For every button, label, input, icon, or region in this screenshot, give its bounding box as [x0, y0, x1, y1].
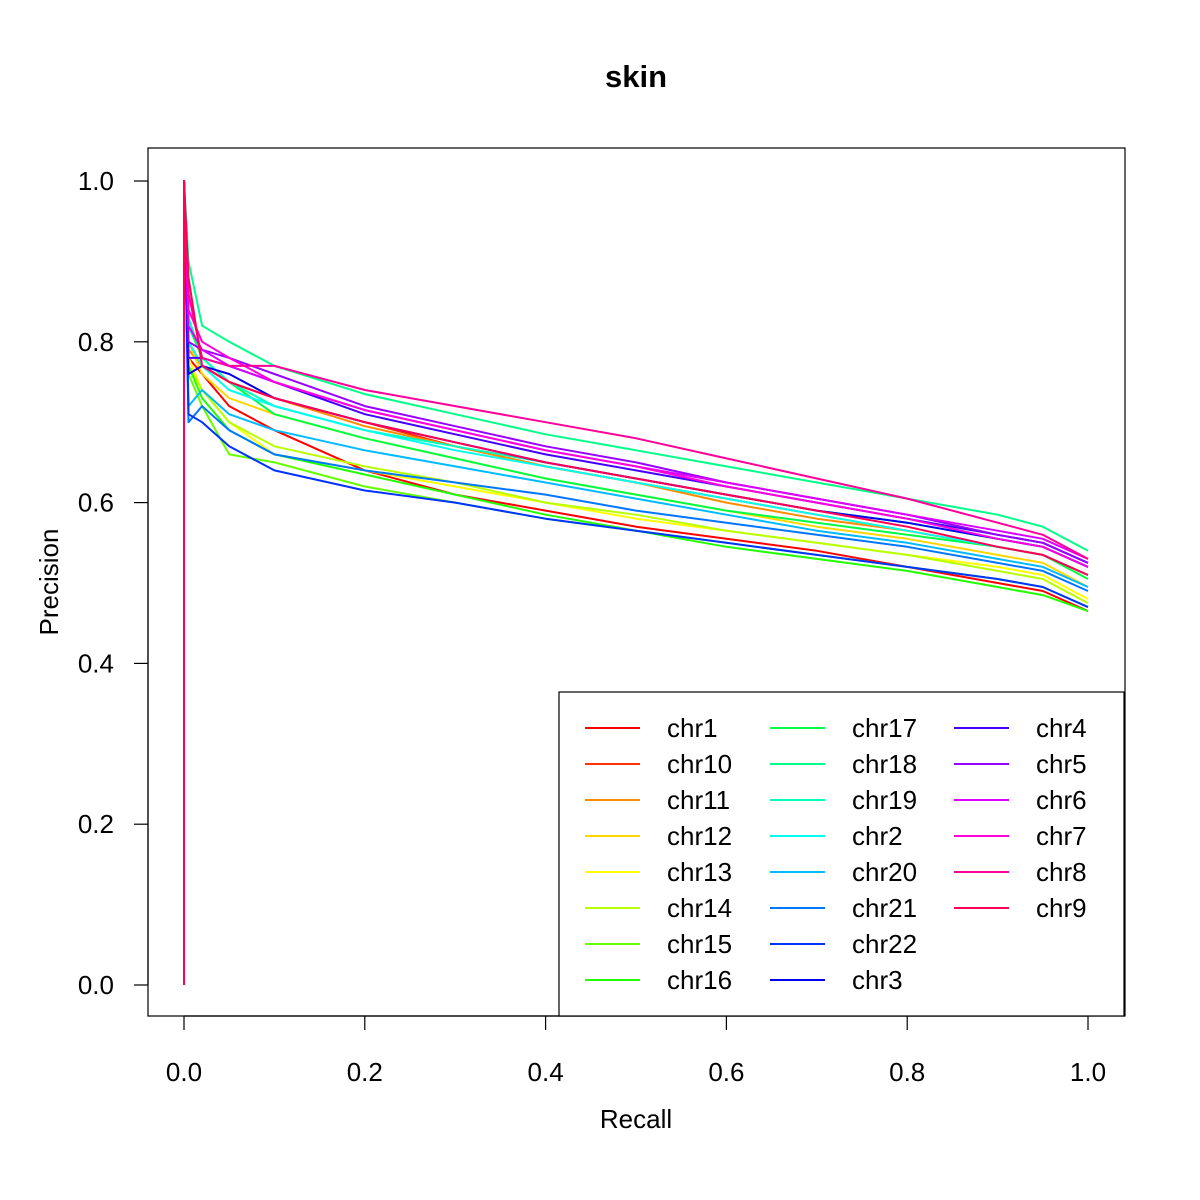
legend-label-chr7: chr7: [1036, 821, 1087, 851]
series-line-chr20: [183, 180, 1089, 985]
y-tick-label: 0.0: [78, 970, 114, 1000]
legend-label-chr8: chr8: [1036, 857, 1087, 887]
x-tick-label: 0.2: [347, 1057, 383, 1087]
series-line-chr18: [183, 180, 1089, 985]
legend-label-chr12: chr12: [667, 821, 732, 851]
x-axis-label: Recall: [600, 1104, 672, 1134]
legend-label-chr1: chr1: [667, 713, 718, 743]
x-tick-label: 0.4: [528, 1057, 564, 1087]
series-line-chr21: [183, 180, 1089, 985]
series-line-chr2: [183, 180, 1089, 985]
x-tick-label: 0.6: [708, 1057, 744, 1087]
series-line-chr5: [183, 180, 1089, 985]
series-line-chr9: [183, 180, 1089, 985]
legend-label-chr13: chr13: [667, 857, 732, 887]
y-tick-label: 1.0: [78, 166, 114, 196]
legend-label-chr21: chr21: [852, 893, 917, 923]
x-tick-label: 0.8: [889, 1057, 925, 1087]
y-axis: 0.0 0.2 0.4 0.6 0.8 1.0: [78, 166, 149, 1000]
y-tick-label: 0.6: [78, 488, 114, 518]
x-axis: 0.0 0.2 0.4 0.6 0.8 1.0: [166, 1015, 1106, 1087]
x-tick-label: 1.0: [1070, 1057, 1106, 1087]
legend-label-chr9: chr9: [1036, 893, 1087, 923]
series-line-chr14: [183, 180, 1089, 985]
legend-label-chr19: chr19: [852, 785, 917, 815]
legend-label-chr17: chr17: [852, 713, 917, 743]
y-tick-label: 0.8: [78, 327, 114, 357]
series-line-chr13: [183, 180, 1089, 985]
chart-title: skin: [605, 59, 667, 94]
legend-label-chr2: chr2: [852, 821, 903, 851]
legend-label-chr6: chr6: [1036, 785, 1087, 815]
legend-label-chr16: chr16: [667, 965, 732, 995]
legend-label-chr11: chr11: [667, 785, 730, 815]
legend-label-chr5: chr5: [1036, 749, 1087, 779]
legend-label-chr22: chr22: [852, 929, 917, 959]
legend-box: [558, 691, 1125, 1017]
series-group: [183, 180, 1089, 985]
legend-label-chr4: chr4: [1036, 713, 1087, 743]
y-axis-label: Precision: [34, 529, 64, 636]
legend-label-chr15: chr15: [667, 929, 732, 959]
series-line-chr4: [183, 180, 1089, 985]
series-line-chr16: [183, 180, 1089, 985]
legend-label-chr20: chr20: [852, 857, 917, 887]
legend: chr1 chr10 chr11 chr12 chr13 chr14 chr15 chr16 c…: [558, 691, 1125, 1017]
legend-label-chr3: chr3: [852, 965, 903, 995]
legend-label-chr10: chr10: [667, 749, 732, 779]
series-line-chr17: [183, 180, 1089, 985]
x-tick-label: 0.0: [166, 1057, 202, 1087]
legend-label-chr14: chr14: [667, 893, 732, 923]
y-tick-label: 0.4: [78, 648, 114, 678]
series-line-chr22: [183, 180, 1089, 985]
series-line-chr1: [183, 180, 1089, 985]
y-tick-label: 0.2: [78, 809, 114, 839]
legend-label-chr18: chr18: [852, 749, 917, 779]
